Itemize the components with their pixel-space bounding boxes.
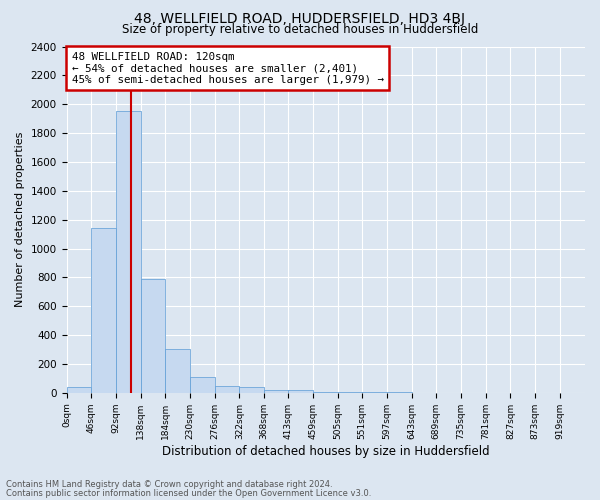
Bar (116, 112, 140, 393)
X-axis label: Distribution of detached houses by size in Huddersfield: Distribution of detached houses by size … (162, 444, 490, 458)
Text: 48, WELLFIELD ROAD, HUDDERSFIELD, HD3 4BJ: 48, WELLFIELD ROAD, HUDDERSFIELD, HD3 4B… (134, 12, 466, 26)
Bar (264, 390, 289, 393)
Bar (362, 392, 387, 393)
Bar (140, 279, 165, 393)
Bar (190, 377, 215, 393)
Bar (165, 349, 190, 393)
Bar (288, 390, 313, 393)
Text: Size of property relative to detached houses in Huddersfield: Size of property relative to detached ho… (122, 22, 478, 36)
Bar (215, 386, 239, 393)
Bar (67, 387, 91, 393)
Bar (91, 228, 116, 393)
Text: Contains public sector information licensed under the Open Government Licence v3: Contains public sector information licen… (6, 488, 371, 498)
Bar (313, 392, 338, 393)
Text: 48 WELLFIELD ROAD: 120sqm
← 54% of detached houses are smaller (2,401)
45% of se: 48 WELLFIELD ROAD: 120sqm ← 54% of detac… (72, 52, 384, 85)
Y-axis label: Number of detached properties: Number of detached properties (15, 132, 25, 308)
Bar (338, 392, 362, 393)
Bar (239, 387, 264, 393)
Text: Contains HM Land Registry data © Crown copyright and database right 2024.: Contains HM Land Registry data © Crown c… (6, 480, 332, 489)
